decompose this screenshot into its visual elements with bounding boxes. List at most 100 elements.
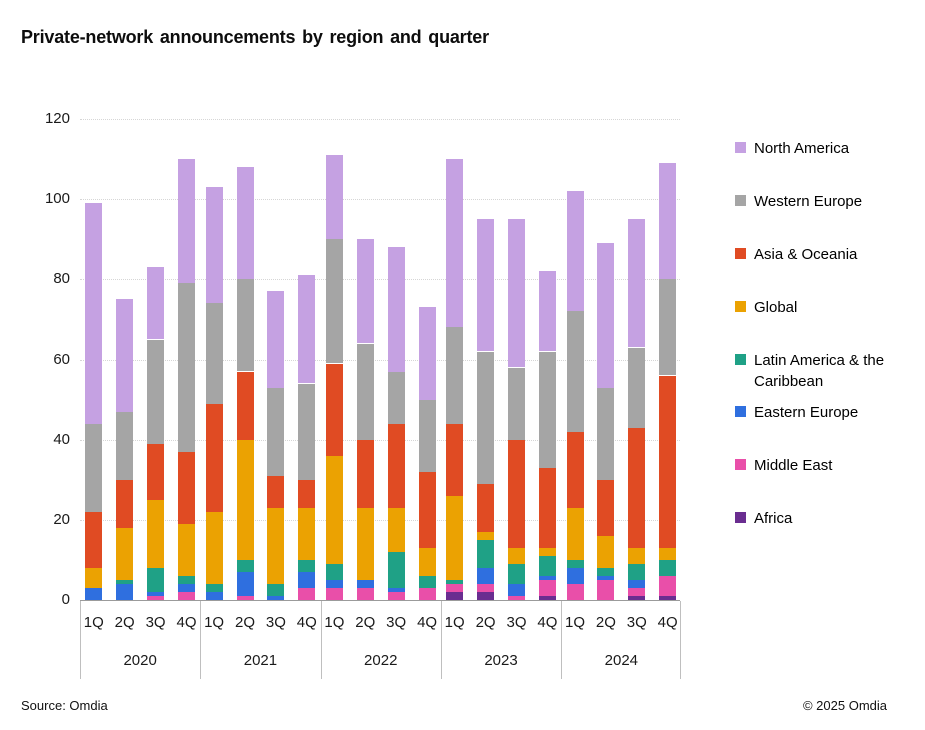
y-axis-tick-label: 80 — [53, 270, 70, 288]
legend-swatch-africa — [735, 512, 746, 523]
bar-segment-middle-east — [628, 588, 646, 596]
bar-segment-eastern-europe — [205, 592, 223, 600]
bar-segment-latin-america-the-caribbean — [508, 563, 525, 584]
source-note: Source: Omdia — [21, 698, 108, 713]
bar-segment-western-europe — [659, 279, 677, 376]
y-axis-tick-label: 60 — [53, 350, 70, 368]
bar-segment-north-america — [538, 271, 556, 352]
x-axis-quarter-label: 4Q — [176, 614, 197, 631]
bar-segment-western-europe — [597, 387, 615, 480]
bar-segment-western-europe — [267, 387, 285, 476]
x-axis-quarter-label: 1Q — [564, 614, 585, 631]
bar-segment-asia-oceania — [205, 403, 223, 512]
bar-segment-western-europe — [298, 383, 316, 480]
bar-segment-western-europe — [538, 351, 556, 468]
legend-item-latin-america-the-caribbean: Latin America & the Caribbean — [735, 350, 920, 392]
y-axis-tick-label: 100 — [44, 190, 70, 208]
legend-item-eastern-europe: Eastern Europe — [735, 402, 920, 423]
x-axis-year-label: 2022 — [364, 652, 398, 669]
bar-segment-latin-america-the-caribbean — [267, 584, 285, 596]
legend-label: Asia & Oceania — [754, 246, 858, 263]
x-axis-year-label: 2024 — [604, 652, 639, 669]
bar-segment-western-europe — [628, 347, 646, 428]
bar-segment-global — [236, 439, 254, 560]
bar-segment-latin-america-the-caribbean — [387, 551, 405, 588]
bar-segment-north-america — [446, 159, 464, 328]
bar-segment-western-europe — [205, 303, 223, 404]
x-axis-quarter-label: 3Q — [626, 614, 647, 631]
bar-segment-western-europe — [116, 411, 134, 480]
bar-segment-asia-oceania — [178, 451, 195, 524]
bar-segment-latin-america-the-caribbean — [538, 555, 556, 576]
copyright-note: © 2025 Omdia — [802, 698, 887, 713]
x-axis-quarter-label: 1Q — [444, 614, 465, 631]
legend-label: Africa — [754, 510, 793, 527]
bar-segment-middle-east — [418, 588, 436, 600]
bar-segment-latin-america-the-caribbean — [325, 563, 343, 580]
legend-item-asia-oceania: Asia & Oceania — [735, 244, 920, 265]
bar-segment-western-europe — [147, 339, 165, 444]
bar-segment-north-america — [116, 299, 134, 412]
x-axis-year-label: 2021 — [243, 652, 278, 669]
bar-segment-north-america — [418, 307, 436, 400]
bar-segment-global — [178, 523, 195, 576]
x-axis-separator — [320, 601, 322, 679]
bar-segment-north-america — [298, 275, 316, 384]
bar-segment-western-europe — [477, 351, 495, 484]
bar-segment-middle-east — [325, 588, 343, 600]
bar-segment-africa — [659, 596, 677, 600]
y-axis-tick-label: 20 — [53, 510, 70, 528]
bar-segment-latin-america-the-caribbean — [628, 563, 646, 580]
x-axis-separator — [200, 601, 202, 679]
x-axis-quarter-label: 1Q — [324, 614, 345, 631]
bar-segment-middle-east — [147, 596, 165, 600]
x-axis-separator — [440, 601, 442, 679]
bar-segment-latin-america-the-caribbean — [178, 576, 195, 584]
bar-segment-asia-oceania — [85, 511, 103, 568]
bar-segment-western-europe — [566, 311, 584, 432]
x-axis-quarter-label: 2Q — [355, 614, 376, 631]
bar-segment-eastern-europe — [325, 580, 343, 588]
x-axis-quarter-label: 4Q — [537, 614, 558, 631]
x-axis-quarter-label: 1Q — [83, 614, 104, 631]
bar-segment-asia-oceania — [418, 471, 436, 548]
gridline-120 — [80, 119, 680, 120]
bar-segment-asia-oceania — [566, 431, 584, 508]
bar-segment-north-america — [325, 155, 343, 240]
bar-segment-asia-oceania — [538, 467, 556, 548]
bar-segment-africa — [446, 592, 464, 600]
bar-segment-global — [477, 531, 495, 540]
legend-swatch-asia-oceania — [735, 248, 746, 259]
bar-segment-eastern-europe — [387, 588, 405, 592]
x-axis-quarter-label: 2Q — [114, 614, 135, 631]
bar-segment-western-europe — [325, 239, 343, 364]
bar-segment-north-america — [508, 219, 525, 368]
gridline-20 — [80, 519, 680, 521]
bar-segment-global — [566, 507, 584, 560]
gridline-0 — [80, 600, 680, 601]
bar-segment-africa — [477, 592, 495, 600]
bar-segment-north-america — [205, 187, 223, 304]
bar-segment-north-america — [387, 247, 405, 372]
bar-segment-latin-america-the-caribbean — [236, 559, 254, 572]
bar-segment-middle-east — [446, 584, 464, 592]
legend-label: North America — [754, 140, 850, 157]
bar-segment-latin-america-the-caribbean — [566, 559, 584, 568]
bar-segment-latin-america-the-caribbean — [116, 580, 134, 584]
legend-label: Latin America & the Caribbean — [754, 352, 885, 390]
bar-segment-middle-east — [298, 588, 316, 600]
legend-item-africa: Africa — [735, 508, 920, 529]
bar-segment-global — [508, 547, 525, 564]
bar-segment-global — [446, 495, 464, 580]
bar-segment-global — [597, 535, 615, 568]
bar-segment-north-america — [566, 191, 584, 312]
bar-segment-global — [205, 511, 223, 584]
bar-segment-eastern-europe — [178, 584, 195, 592]
legend-swatch-global — [735, 301, 746, 312]
bar-segment-latin-america-the-caribbean — [418, 576, 436, 588]
bar-segment-western-europe — [418, 399, 436, 472]
x-axis-quarter-label: 2Q — [595, 614, 616, 631]
bar-segment-western-europe — [236, 279, 254, 372]
bar-segment-eastern-europe — [508, 584, 525, 596]
